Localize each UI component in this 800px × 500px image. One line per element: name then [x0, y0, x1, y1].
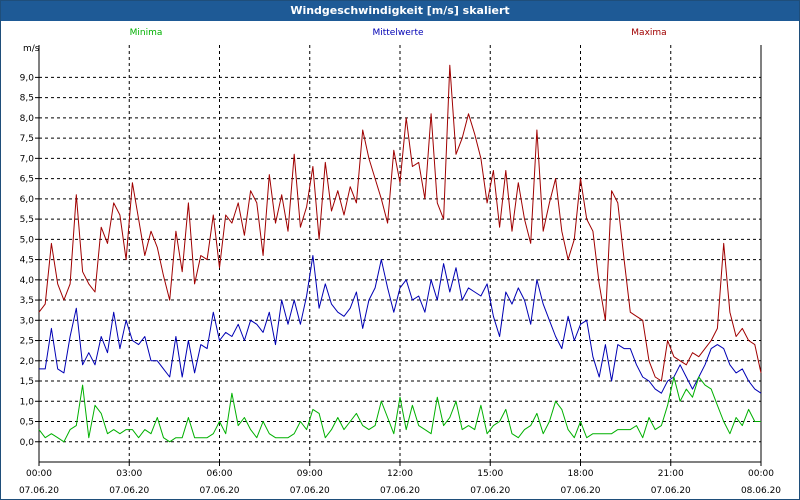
x-tick-time-label: 12:00: [387, 469, 413, 479]
x-tick-time-label: 06:00: [207, 469, 233, 479]
series-lines: [38, 64, 762, 443]
legend-maxima: Maxima: [631, 28, 666, 38]
y-tick-label: 9,0: [20, 73, 35, 83]
y-tick-label: 8,0: [20, 114, 35, 124]
y-tick-label: 0,5: [20, 418, 34, 428]
legend-minima: Minima: [130, 28, 163, 38]
x-tick-time-label: 00:00: [748, 469, 774, 479]
legend-mittelwerte: Mittelwerte: [372, 28, 423, 38]
y-tick-label: 1,5: [20, 377, 34, 387]
y-tick-label: 3,5: [20, 296, 34, 306]
y-tick-label: 6,0: [20, 195, 35, 205]
y-tick-label: 4,0: [20, 276, 35, 286]
window-title: Windgeschwindigkeit [m/s] skaliert: [1, 1, 799, 21]
y-tick-label: 6,5: [20, 175, 34, 185]
y-tick-label: 5,0: [20, 235, 35, 245]
y-tick-label: 4,5: [20, 256, 34, 266]
y-tick-label: 0,0: [20, 438, 35, 448]
x-tick-time-label: 15:00: [477, 469, 503, 479]
y-tick-label: 1,0: [20, 397, 35, 407]
x-tick-date-label: 07.06.20: [109, 486, 149, 496]
series-line-minima: [38, 376, 761, 443]
y-tick-label: 2,5: [20, 337, 34, 347]
x-tick-time-label: 03:00: [116, 469, 142, 479]
x-tick-date-label: 07.06.20: [380, 486, 420, 496]
y-tick-label: 8,5: [20, 94, 34, 104]
wind-speed-chart: m/s 0,0 0,5 1,0 1,5 2,0 2,5 3,0 3,5 4,0 4,5 5,0 5,5 6…: [19, 28, 781, 496]
x-tick-date-label: 07.06.20: [290, 486, 330, 496]
y-axis-unit-label: m/s: [23, 44, 40, 54]
y-tick-label: 2,0: [20, 357, 35, 367]
axes: m/s 0,0 0,5 1,0 1,5 2,0 2,5 3,0 3,5 4,0 4,5 5,0 5,5 6…: [19, 44, 781, 496]
series-line-maxima: [38, 64, 762, 382]
x-tick-date-label: 07.06.20: [199, 486, 239, 496]
x-tick-date-label: 07.06.20: [651, 486, 691, 496]
y-tick-label: 7,5: [20, 134, 34, 144]
x-tick-time-label: 09:00: [297, 469, 323, 479]
x-tick-time-label: 18:00: [568, 469, 594, 479]
y-tick-label: 3,0: [20, 316, 35, 326]
y-tick-label: 5,5: [20, 215, 34, 225]
x-tick-date-label: 07.06.20: [560, 486, 600, 496]
x-tick-date-label: 08.06.20: [741, 486, 781, 496]
x-tick-time-label: 21:00: [658, 469, 684, 479]
series-line-mittelwerte: [39, 255, 762, 394]
legend: Maxima Mittelwerte Minima: [130, 28, 667, 38]
x-tick-time-label: 00:00: [26, 469, 52, 479]
y-tick-label: 7,0: [20, 154, 35, 164]
x-tick-date-label: 07.06.20: [19, 486, 59, 496]
x-tick-date-label: 07.06.20: [470, 486, 510, 496]
